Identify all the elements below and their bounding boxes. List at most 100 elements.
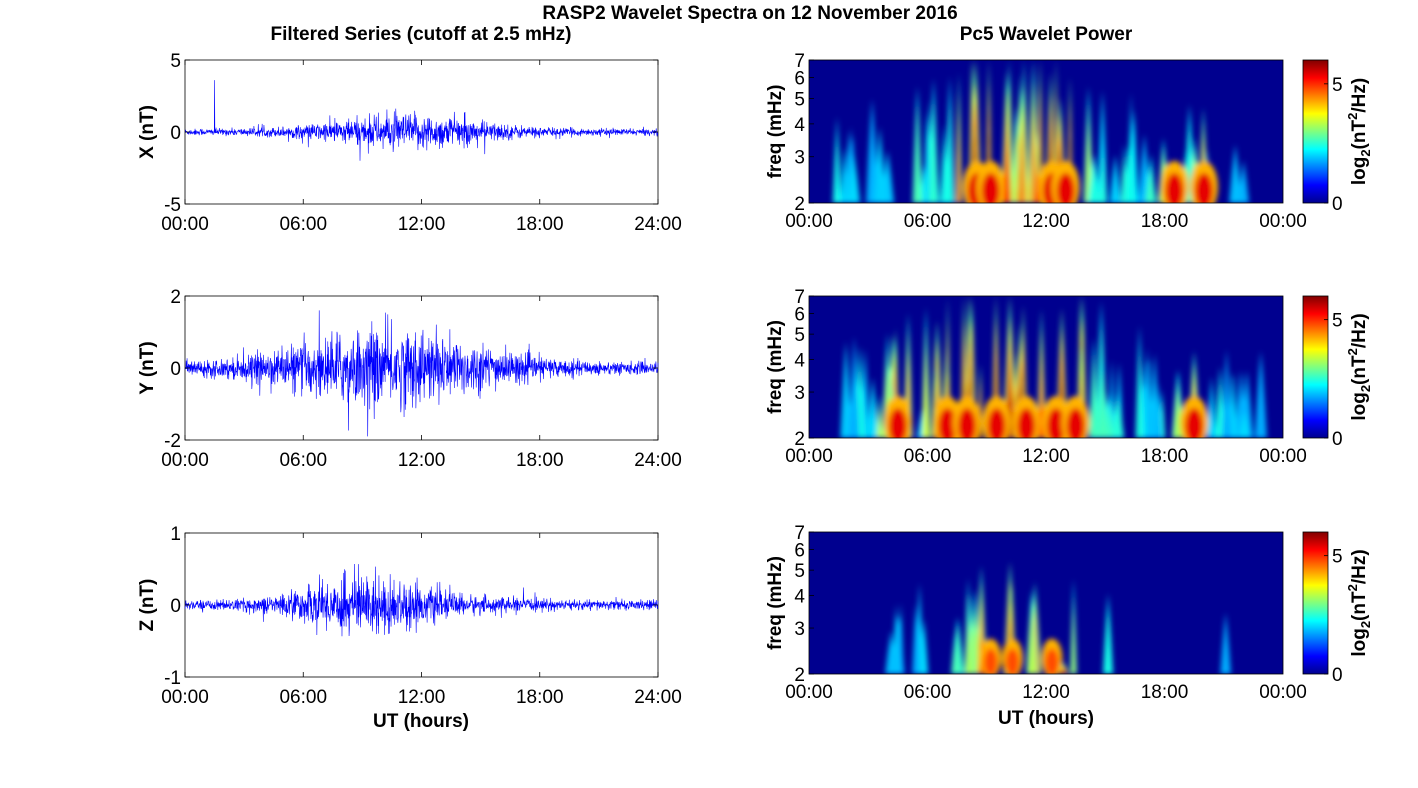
power-flame xyxy=(867,377,879,438)
colorbar-label-part: (nT xyxy=(1349,591,1370,621)
power-flame xyxy=(957,131,961,203)
power-flame xyxy=(1135,342,1144,438)
power-flame xyxy=(1206,376,1217,438)
power-hotspot-inner xyxy=(1056,173,1075,203)
x-tick-label: 06:00 xyxy=(904,446,952,467)
y-axis-label-z: Z (nT) xyxy=(137,579,158,632)
power-flame xyxy=(1126,131,1136,203)
y-tick-label: 1 xyxy=(170,524,181,545)
colorbar-label-part: (nT xyxy=(1349,120,1370,150)
power-flame xyxy=(965,618,974,674)
x-tick-label: 24:00 xyxy=(634,214,682,235)
power-flame xyxy=(1071,607,1076,674)
y-tick-label: 6 xyxy=(794,69,805,90)
power-flame xyxy=(841,350,852,438)
y-tick-label: -2 xyxy=(164,431,181,452)
y-axis-label-x: X (nT) xyxy=(137,105,158,159)
power-hotspot-inner xyxy=(1165,173,1184,203)
y-tick-label: 6 xyxy=(794,540,805,561)
power-flame xyxy=(1238,410,1250,438)
power-hotspot-inner xyxy=(958,408,976,438)
colorbar-label-part: /Hz) xyxy=(1349,313,1370,348)
right-xlabel: UT (hours) xyxy=(998,708,1094,729)
y-tick-label: 4 xyxy=(794,586,805,607)
colorbar-tick-label: 0 xyxy=(1332,429,1343,450)
colorbar-label-part: (nT xyxy=(1349,355,1370,385)
y-tick-label: 4 xyxy=(794,350,805,371)
y-tick-label: 5 xyxy=(170,51,181,72)
power-flame xyxy=(1004,130,1010,203)
colorbar-tick-label: 5 xyxy=(1332,75,1343,96)
x-tick-label: 12:00 xyxy=(1022,682,1070,703)
power-flame xyxy=(1089,352,1099,438)
y-tick-label: 2 xyxy=(794,665,805,686)
x-tick-label: 00:00 xyxy=(1259,211,1307,232)
y-tick-label: 5 xyxy=(794,561,805,582)
colorbar-z xyxy=(1302,531,1329,675)
power-flame xyxy=(833,129,841,203)
power-hotspot-inner xyxy=(1045,648,1059,674)
y-tick-label: 5 xyxy=(794,89,805,110)
colorbar-label-part: 2 xyxy=(1358,621,1373,628)
power-flame xyxy=(1020,138,1024,203)
x-tick-label: 00:00 xyxy=(161,687,209,708)
power-hotspot-inner xyxy=(1066,408,1085,438)
y-tick-label: 2 xyxy=(794,429,805,450)
spectrogram-frame-y xyxy=(808,295,1284,439)
colorbar-label-part: 2 xyxy=(1345,348,1360,355)
x-tick-label: 06:00 xyxy=(279,450,327,471)
x-tick-label: 18:00 xyxy=(516,450,564,471)
y-tick-label: -1 xyxy=(164,668,181,689)
y-tick-label: 3 xyxy=(794,148,805,169)
colorbar-tick-label: 0 xyxy=(1332,665,1343,686)
power-flame xyxy=(923,111,930,203)
power-flame xyxy=(1111,398,1124,438)
power-flame xyxy=(951,640,959,674)
timeseries-panel-x: 00:00 06:00 12:00 18:00 24:00 -5 0 5 X (nT) xyxy=(137,51,682,235)
power-flame xyxy=(1156,382,1162,438)
y-tick-label: 5 xyxy=(794,325,805,346)
colorbar-x xyxy=(1302,59,1329,204)
colorbar-tick-label: 5 xyxy=(1332,547,1343,568)
power-flame xyxy=(912,103,922,203)
colorbar-label-z: log2(nT2/Hz) xyxy=(1345,549,1373,656)
colorbar-label-part: 2 xyxy=(1358,385,1373,392)
y-tick-label: 4 xyxy=(794,115,805,136)
power-hotspot-inner xyxy=(1195,173,1213,203)
y-tick-label: 7 xyxy=(794,287,805,308)
power-flame xyxy=(840,146,849,203)
x-tick-label: 18:00 xyxy=(1141,682,1189,703)
trace-line-z xyxy=(184,563,659,637)
power-flame xyxy=(1149,353,1160,438)
x-tick-label: 12:00 xyxy=(398,214,446,235)
x-tick-label: 12:00 xyxy=(1022,446,1070,467)
x-tick-label: 00:00 xyxy=(161,214,209,235)
colorbar-tick-label: 5 xyxy=(1332,311,1343,332)
x-tick-label: 06:00 xyxy=(279,214,327,235)
colorbar-label-part: 2 xyxy=(1345,584,1360,591)
power-flame xyxy=(873,156,883,203)
power-flame xyxy=(847,153,861,203)
colorbar-label-y: log2(nT2/Hz) xyxy=(1345,313,1373,420)
x-tick-label: 00:00 xyxy=(1259,682,1307,703)
spectrogram-frame-z xyxy=(808,531,1284,675)
power-flame xyxy=(848,336,860,438)
power-flame xyxy=(1173,389,1183,438)
y-axis-label-freq-y: freq (mHz) xyxy=(765,320,786,414)
x-tick-label: 18:00 xyxy=(516,687,564,708)
colorbar-label-part: log xyxy=(1349,628,1370,657)
y-tick-label: 2 xyxy=(794,194,805,215)
plot-area-x xyxy=(184,59,659,205)
y-axis-label-freq-z: freq (mHz) xyxy=(765,556,786,650)
y-tick-label: 2 xyxy=(170,287,181,308)
timeseries-panel-y: 00:00 06:00 12:00 18:00 24:00 -2 0 2 Y (nT) xyxy=(137,287,682,471)
power-hotspot-inner xyxy=(1185,408,1204,438)
power-flame xyxy=(1099,151,1107,203)
power-hotspot-inner xyxy=(888,408,907,438)
x-tick-label: 00:00 xyxy=(785,211,833,232)
x-tick-label: 12:00 xyxy=(398,687,446,708)
spectrogram-power-y xyxy=(840,296,1267,438)
y-tick-label: -5 xyxy=(164,195,181,216)
